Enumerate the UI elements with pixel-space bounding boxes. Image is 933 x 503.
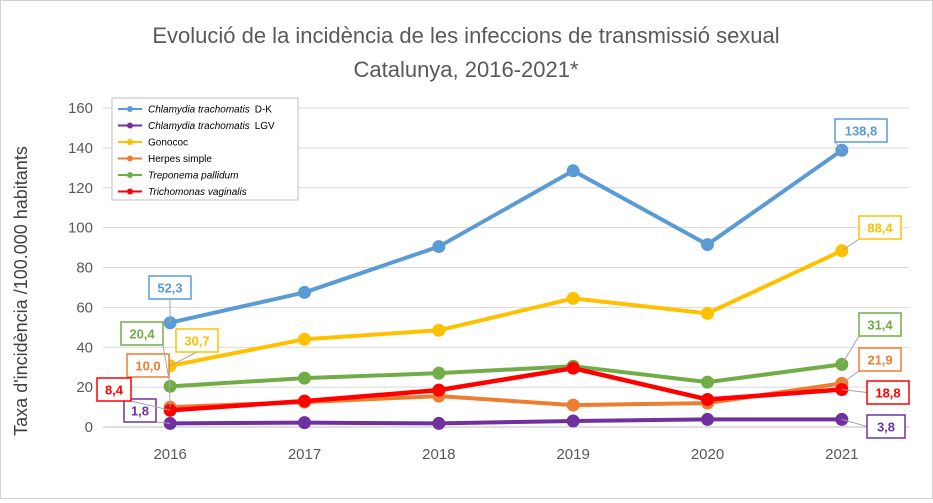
data-point [702, 307, 714, 319]
x-tick-label: 2019 [556, 446, 589, 463]
data-point [567, 362, 579, 374]
y-axis-label: Taxa d'incidència /100.000 habitants [11, 146, 31, 436]
legend-name: Herpes simple [148, 154, 212, 165]
data-label-text: 138,8 [845, 124, 878, 139]
y-tick-label: 80 [76, 260, 93, 277]
y-axis-ticks: 0 20 40 60 80 100 120 140 160 [68, 100, 93, 436]
legend-suffix: D-K [255, 105, 273, 116]
data-point [702, 376, 714, 388]
legend-marker [127, 156, 133, 162]
legend-name: Gonococ [148, 138, 188, 149]
data-label-text: 88,4 [867, 221, 893, 236]
y-tick-label: 120 [68, 180, 93, 197]
data-label-text: 1,8 [131, 404, 149, 419]
legend-marker [127, 106, 133, 112]
data-point [433, 417, 445, 429]
data-label: 88,4 [842, 216, 901, 251]
data-label-text: 18,8 [875, 386, 900, 401]
data-point [567, 292, 579, 304]
data-point [567, 165, 579, 177]
y-tick-label: 40 [76, 339, 93, 356]
chart-title: Evolució de la incidència de les infecci… [152, 23, 779, 48]
series-2 [164, 245, 848, 372]
data-label-text: 21,9 [867, 353, 892, 368]
label-leader [842, 336, 859, 364]
data-point [433, 241, 445, 253]
data-point [299, 333, 311, 345]
data-point [433, 367, 445, 379]
data-label-text: 20,4 [129, 327, 155, 342]
data-label-text: 3,8 [877, 420, 895, 435]
x-axis-ticks: 2016 2017 2018 2019 2020 2021 [153, 446, 858, 463]
data-point [299, 286, 311, 298]
data-label-text: 52,3 [157, 281, 182, 296]
series-line [170, 364, 842, 386]
legend-label: Treponema pallidum [148, 171, 238, 182]
legend-marker [127, 189, 133, 195]
x-tick-label: 2021 [825, 446, 858, 463]
y-tick-label: 60 [76, 299, 93, 316]
data-point [567, 415, 579, 427]
data-point [299, 417, 311, 429]
data-point [702, 239, 714, 251]
y-tick-label: 140 [68, 140, 93, 157]
data-label: 52,3 [149, 276, 191, 323]
y-tick-label: 100 [68, 220, 93, 237]
legend-label: Gonococ [148, 138, 188, 149]
y-tick-label: 20 [76, 379, 93, 396]
data-label: 1,8 [124, 399, 170, 423]
legend-marker [127, 172, 133, 178]
data-label: 21,9 [842, 348, 901, 383]
chart-subtitle: Catalunya, 2016-2021* [353, 57, 578, 82]
legend-name: Chlamydia trachomatis [148, 105, 250, 116]
legend-name: Trichomonas vaginalis [148, 187, 247, 198]
legend-name: Chlamydia trachomatis [148, 121, 250, 132]
data-label: 18,8 [842, 381, 909, 404]
x-tick-label: 2016 [153, 446, 186, 463]
y-tick-label: 0 [85, 419, 93, 436]
legend-label: Chlamydia trachomatis LGV [148, 121, 275, 132]
legend: Chlamydia trachomatis D-K Chlamydia tracho… [112, 98, 298, 200]
data-point [299, 395, 311, 407]
data-label-text: 8,4 [105, 383, 124, 398]
series-line [170, 368, 842, 410]
x-tick-label: 2018 [422, 446, 455, 463]
data-label-text: 10,0 [135, 359, 160, 374]
data-label-text: 31,4 [867, 318, 893, 333]
legend-marker [127, 123, 133, 129]
y-tick-label: 160 [68, 100, 93, 117]
data-point [433, 324, 445, 336]
data-point [567, 399, 579, 411]
legend-label: Herpes simple [148, 154, 212, 165]
legend-name: Treponema pallidum [148, 171, 238, 182]
data-point [299, 372, 311, 384]
data-label-text: 30,7 [184, 334, 209, 349]
legend-suffix: LGV [255, 121, 275, 132]
data-point [702, 413, 714, 425]
x-tick-label: 2017 [288, 446, 321, 463]
series-line [170, 251, 842, 366]
legend-marker [127, 139, 133, 145]
series-line [170, 419, 842, 423]
legend-label: Trichomonas vaginalis [148, 187, 247, 198]
x-tick-label: 2020 [691, 446, 724, 463]
data-point [702, 393, 714, 405]
label-leader [842, 371, 859, 383]
data-point [433, 384, 445, 396]
